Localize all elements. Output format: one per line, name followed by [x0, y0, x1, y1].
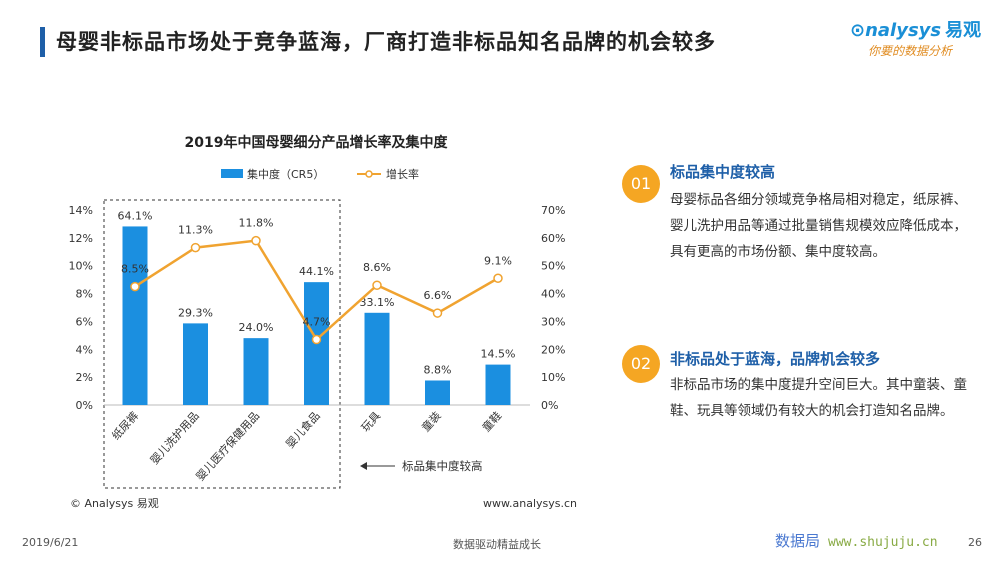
watermark-site-name: 数据局 — [775, 532, 821, 550]
point-2-text: 非标品市场的集中度提升空间巨大。其中童装、童鞋、玩具等领域仍有较大的机会打造知名… — [670, 377, 967, 419]
line-data-label: 6.6% — [424, 289, 452, 302]
highlight-box — [103, 199, 341, 489]
bar-data-label: 44.1% — [299, 265, 334, 278]
bar-data-label: 29.3% — [178, 306, 213, 319]
category-label: 童装 — [419, 409, 444, 435]
source-url: www.analysys.cn — [483, 497, 577, 510]
left-tick-label: 2% — [76, 371, 93, 384]
bar-data-label: 14.5% — [481, 348, 516, 361]
left-tick-label: 10% — [69, 260, 93, 273]
left-axis: 0% 2% 4% 6% 8% 10% 12% 14% — [69, 204, 93, 412]
bar-data-label: 33.1% — [360, 296, 395, 309]
logo-cn: 易观 — [945, 20, 982, 41]
line-point — [190, 242, 201, 253]
point-2-badge: 02 — [622, 345, 660, 383]
bar — [122, 226, 148, 405]
bar-data-label: 8.8% — [424, 363, 452, 376]
page-title: 母婴非标品市场处于竞争蓝海，厂商打造非标品知名品牌的机会较多 — [56, 30, 716, 54]
left-tick-label: 12% — [69, 232, 93, 245]
left-tick-label: 6% — [76, 315, 93, 328]
line-point — [130, 281, 140, 292]
legend-line-label: 增长率 — [386, 167, 419, 181]
right-tick-label: 60% — [541, 232, 565, 245]
right-tick-label: 10% — [541, 371, 565, 384]
category-label: 婴儿医疗保健用品 — [193, 409, 262, 484]
chart-title: 2019年中国母婴细分产品增长率及集中度 — [185, 134, 449, 151]
right-tick-label: 20% — [541, 343, 565, 356]
bar — [183, 323, 208, 405]
line-point — [432, 308, 443, 318]
category-label: 玩具 — [359, 409, 383, 434]
legend-bar-label: 集中度（CR5） — [247, 167, 324, 181]
right-tick-label: 40% — [541, 288, 565, 301]
left-tick-label: 0% — [76, 399, 93, 412]
center-footer: 数据驱动精益成长 — [453, 538, 541, 551]
site-watermark: 数据局 www.shujuju.cn — [775, 530, 938, 551]
title-accent-bar — [40, 27, 45, 57]
line-point — [372, 280, 382, 290]
category-label: 婴儿食品 — [283, 409, 323, 451]
category-label: 童鞋 — [479, 409, 504, 435]
right-tick-label: 50% — [541, 260, 565, 273]
left-tick-label: 4% — [76, 343, 93, 356]
bar — [485, 364, 511, 405]
right-tick-label: 0% — [541, 399, 558, 412]
copyright-text: © Analysys 易观 — [70, 497, 159, 510]
analysys-logo: ⊙nalysys 易观 你要的数据分析 — [850, 16, 982, 66]
bars-group: 64.1% 29.3% 24.0% 44.1% 33.1% 8.8% 14.5% — [118, 209, 516, 405]
bar — [364, 312, 390, 405]
right-axis: 0% 10% 20% 30% 40% 50% 60% 70% — [541, 204, 565, 412]
point-1-badge: 01 — [622, 165, 660, 203]
logo-brand: nalysys — [865, 20, 942, 41]
line-data-label: 4.7% — [303, 316, 331, 329]
point-2-title: 非标品处于蓝海，品牌机会较多 — [670, 350, 881, 368]
line-point — [493, 273, 503, 283]
right-tick-label: 30% — [541, 315, 565, 328]
right-tick-label: 70% — [541, 204, 565, 217]
category-label: 婴儿洗护用品 — [147, 409, 202, 467]
point-1-text: 母婴标品各细分领域竞争格局相对稳定，纸尿裤、婴儿洗护用品等通过批量销售规模效应降… — [670, 192, 967, 260]
line-data-label: 11.3% — [178, 224, 213, 237]
line-data-label: 9.1% — [484, 254, 512, 267]
logo-mark-icon: ⊙ — [850, 20, 866, 41]
bar-data-label: 24.0% — [239, 321, 274, 334]
annotation-text: 标品集中度较高 — [402, 459, 483, 473]
line-data-label: 11.8% — [239, 217, 274, 230]
line-point — [311, 334, 322, 345]
point-1-title: 标品集中度较高 — [670, 163, 776, 181]
annotation-arrow-head — [360, 462, 367, 470]
legend-line-marker — [365, 170, 373, 178]
bar-data-label: 64.1% — [118, 209, 153, 222]
line-data-label: 8.5% — [121, 263, 149, 276]
bar — [243, 338, 269, 405]
category-label: 纸尿裤 — [109, 409, 141, 443]
page-number: 26 — [968, 536, 982, 549]
line-point — [251, 235, 261, 246]
watermark-url: www.shujuju.cn — [828, 535, 938, 550]
logo-subtitle: 你要的数据分析 — [868, 44, 953, 58]
line-data-label: 8.6% — [363, 261, 391, 274]
date-footer: 2019/6/21 — [22, 536, 79, 549]
left-tick-label: 8% — [76, 288, 93, 301]
left-tick-label: 14% — [69, 204, 93, 217]
line-group: 8.5% 11.3% 11.8% 4.7% 8.6% 6.6% 9.1% — [121, 217, 512, 345]
bar — [425, 380, 450, 405]
legend-bar-swatch — [221, 169, 243, 178]
